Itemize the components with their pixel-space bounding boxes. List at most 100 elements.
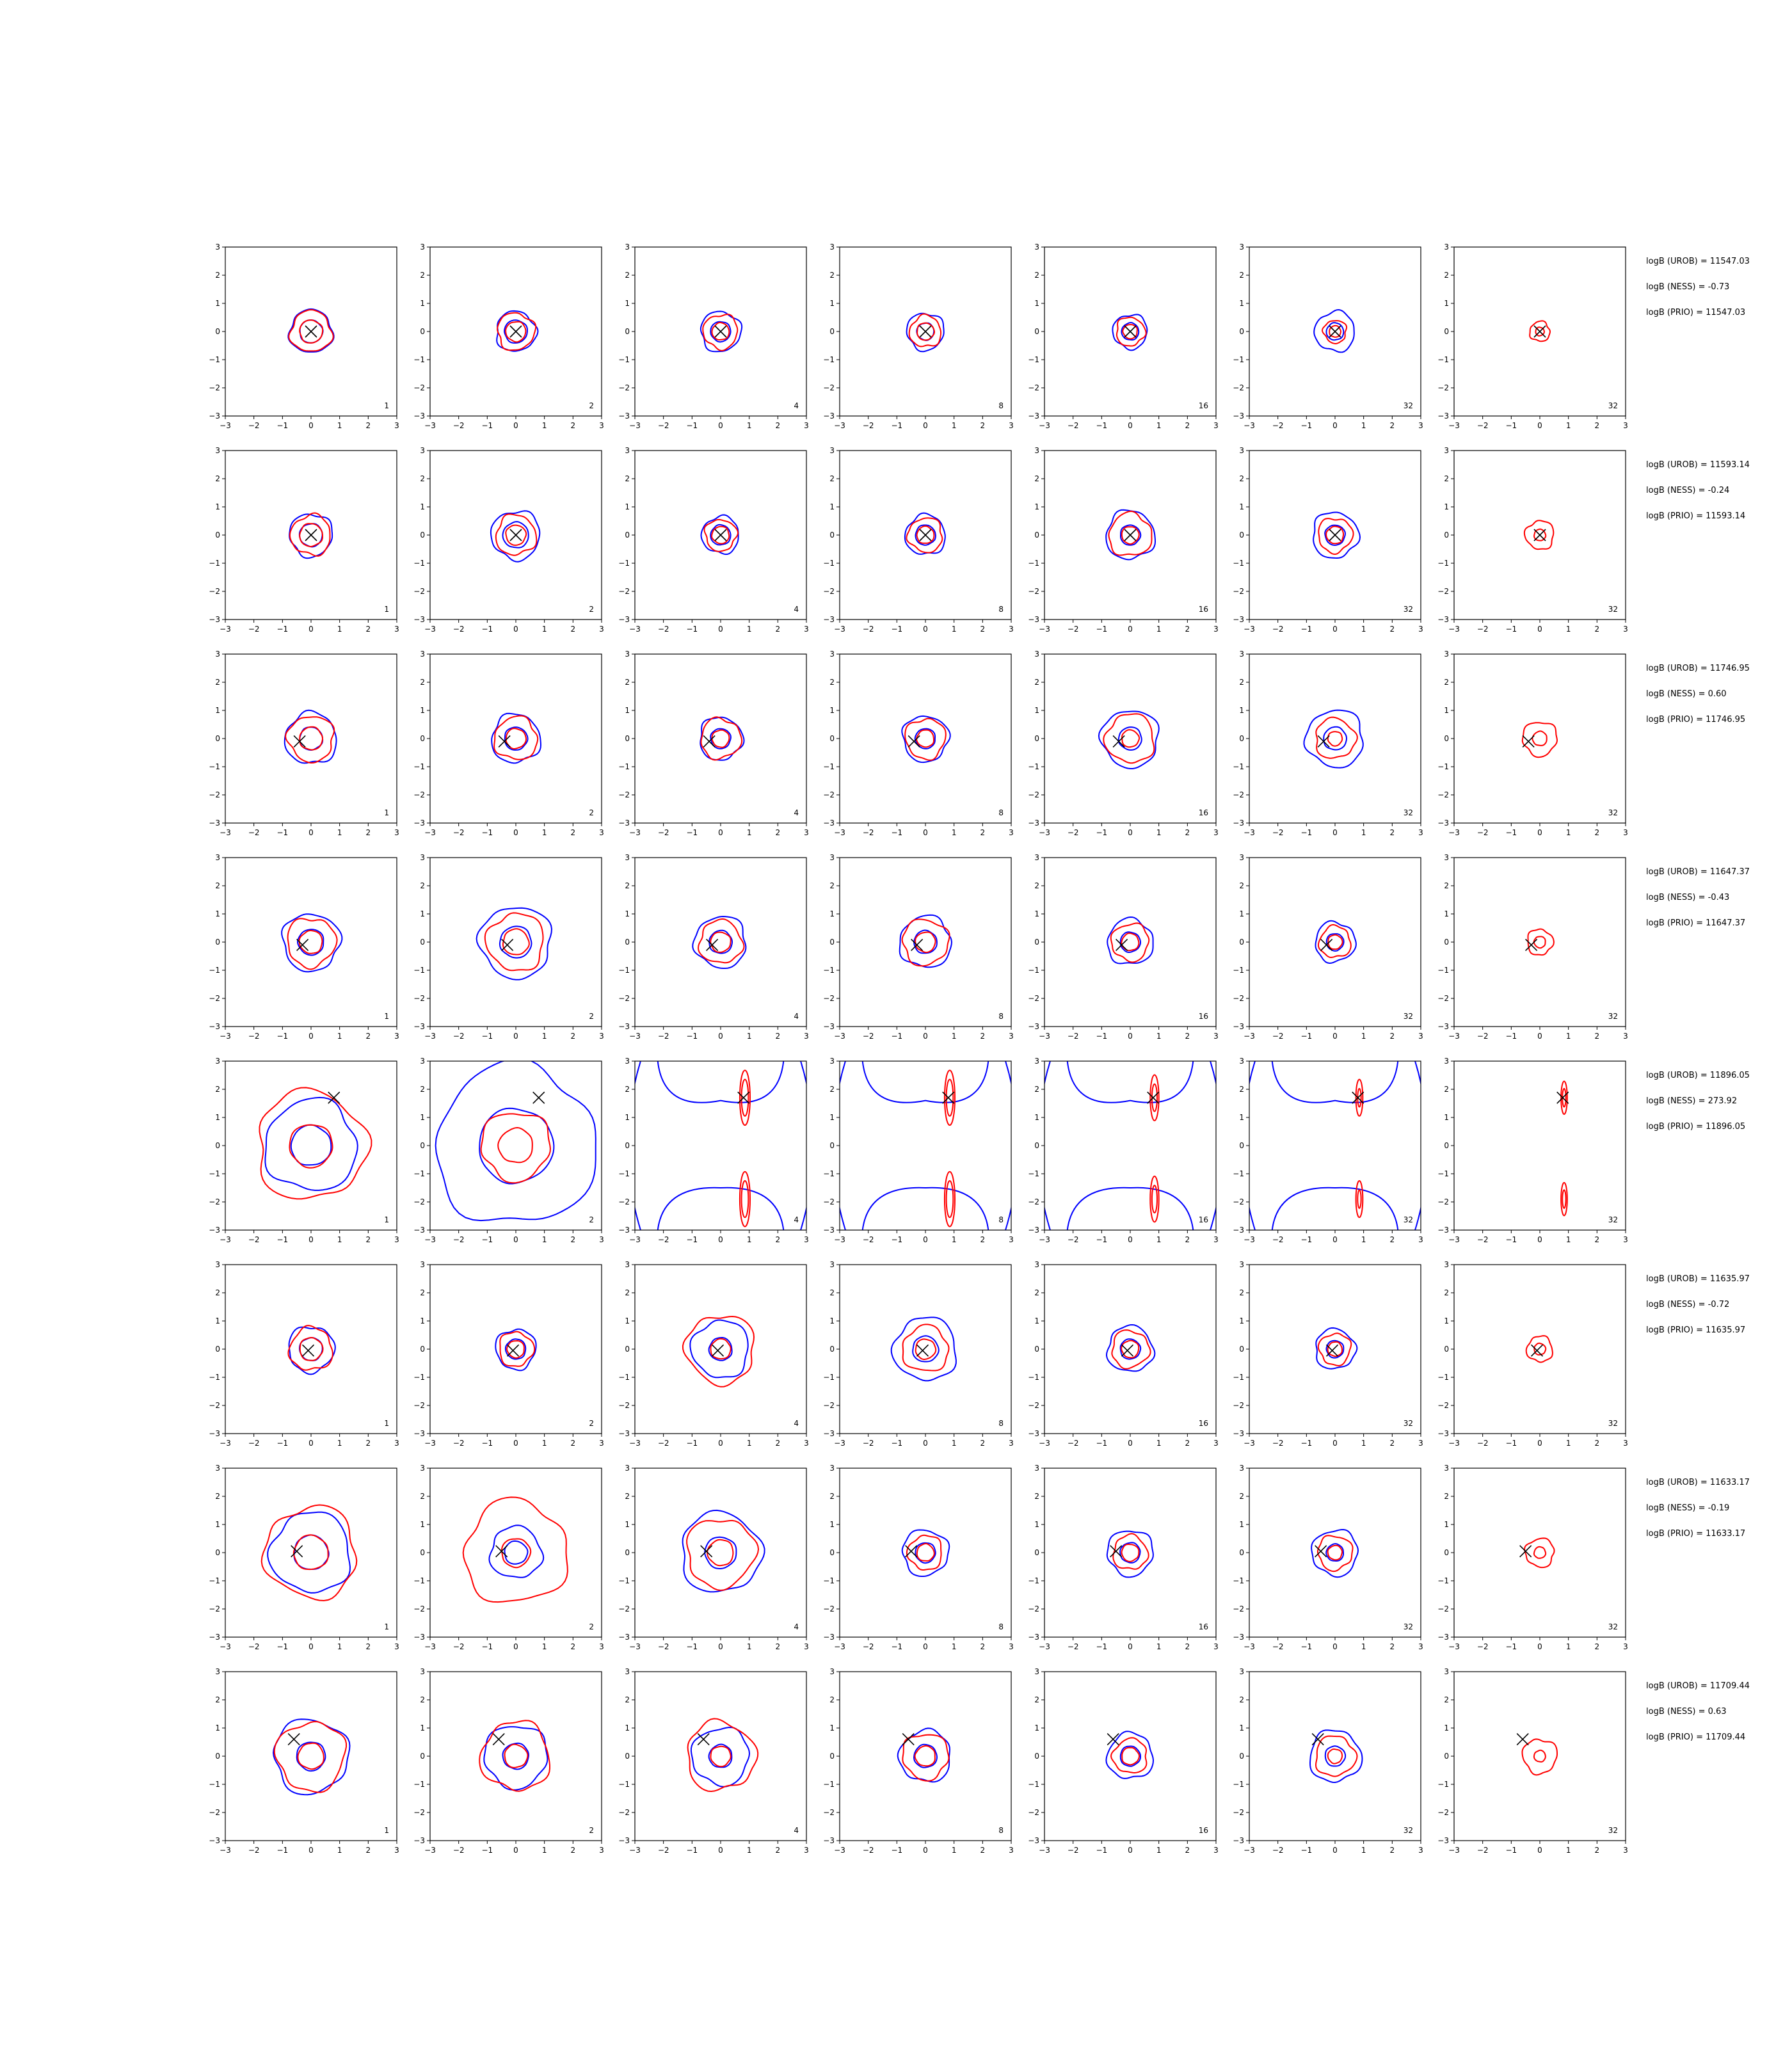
x-tick-label: −2 xyxy=(248,828,260,837)
axes-frame xyxy=(429,1264,602,1434)
blue-contour xyxy=(499,925,532,959)
x-tick-label: −3 xyxy=(1039,1032,1050,1041)
red-contour xyxy=(1560,1181,1568,1217)
axes-frame xyxy=(1044,1060,1217,1231)
y-tick-label: −3 xyxy=(413,1429,425,1438)
red-contour xyxy=(1121,1747,1140,1766)
y-tick-label: 0 xyxy=(420,1141,425,1150)
blue-contour xyxy=(840,1061,1011,1230)
red-contour xyxy=(1121,932,1140,952)
x-tick-label: −1 xyxy=(481,625,493,634)
red-contour xyxy=(1355,1180,1364,1219)
y-tick-label: 0 xyxy=(215,1548,220,1557)
x-tick-label: −3 xyxy=(629,1846,641,1855)
x-tick-label: −3 xyxy=(424,1846,436,1855)
x-tick-label: 1 xyxy=(337,1439,342,1448)
y-tick-label: 2 xyxy=(215,1492,220,1501)
x-tick-label: 0 xyxy=(718,1642,723,1651)
panel-r3-c6: −3 −2 −1 0 1 2 3 −3 −2 −1 0 1 2 3 32 xyxy=(1233,650,1423,837)
y-tick-label: 1 xyxy=(625,1113,630,1122)
true-value-marker xyxy=(911,938,924,951)
panel-tag: 1 xyxy=(384,1215,389,1224)
x-tick-label: 3 xyxy=(1009,1439,1014,1448)
axes-frame xyxy=(225,1468,397,1638)
y-tick-label: −1 xyxy=(618,1576,630,1585)
panel-tag: 16 xyxy=(1199,808,1208,817)
red-contour xyxy=(1116,316,1147,347)
true-value-marker xyxy=(1320,938,1333,951)
x-tick-label: −2 xyxy=(1272,828,1284,837)
red-contour xyxy=(292,1534,329,1571)
y-tick-label: 0 xyxy=(1239,327,1244,336)
x-tick-label: 3 xyxy=(1418,625,1423,634)
x-tick-label: 2 xyxy=(366,1032,371,1041)
x-tick-label: 2 xyxy=(980,421,986,430)
x-tick-label: −3 xyxy=(1039,625,1050,634)
blue-contour xyxy=(861,1187,989,1230)
panel-tag: 2 xyxy=(589,1622,594,1631)
y-tick-label: 0 xyxy=(420,1345,425,1354)
y-tick-label: −1 xyxy=(413,1780,425,1789)
true-value-marker xyxy=(1516,1733,1529,1746)
y-tick-label: 3 xyxy=(1444,650,1449,659)
y-tick-label: 0 xyxy=(625,938,630,947)
y-tick-label: 3 xyxy=(829,1667,835,1676)
x-tick-label: −2 xyxy=(1068,1439,1079,1448)
y-tick-label: −1 xyxy=(1028,559,1039,568)
y-tick-label: −2 xyxy=(1028,1604,1039,1613)
panel-r4-c6: −3 −2 −1 0 1 2 3 −3 −2 −1 0 1 2 3 32 xyxy=(1233,853,1423,1041)
x-tick-label: 0 xyxy=(513,1642,518,1651)
x-tick-label: 0 xyxy=(718,1235,723,1244)
x-tick-label: −2 xyxy=(1272,1439,1284,1448)
y-tick-label: −1 xyxy=(413,559,425,568)
blue-contour xyxy=(1325,322,1345,341)
blue-contour xyxy=(692,915,747,969)
y-tick-label: −3 xyxy=(209,1429,220,1438)
x-tick-label: 2 xyxy=(366,421,371,430)
x-tick-label: −1 xyxy=(1300,421,1312,430)
y-tick-label: 0 xyxy=(625,327,630,336)
y-tick-label: 3 xyxy=(1034,1260,1039,1269)
x-tick-label: −3 xyxy=(220,421,231,430)
y-tick-label: 1 xyxy=(1034,909,1039,918)
x-tick-label: 1 xyxy=(542,1846,547,1855)
x-tick-label: −3 xyxy=(1039,828,1050,837)
x-tick-label: −1 xyxy=(891,828,902,837)
blue-contour xyxy=(264,1096,358,1191)
x-tick-label: −1 xyxy=(481,421,493,430)
x-tick-label: 1 xyxy=(1156,828,1162,837)
y-tick-label: −2 xyxy=(618,1604,630,1613)
red-contour xyxy=(497,1126,533,1164)
x-tick-label: −1 xyxy=(686,1642,698,1651)
panel-r7-c1: −3 −2 −1 0 1 2 3 −3 −2 −1 0 1 2 3 1 xyxy=(209,1464,399,1651)
x-tick-label: 0 xyxy=(1537,1439,1542,1448)
panel-r4-c4: −3 −2 −1 0 1 2 3 −3 −2 −1 0 1 2 3 8 xyxy=(823,853,1014,1041)
y-tick-label: −2 xyxy=(823,1197,835,1206)
true-value-marker xyxy=(919,325,932,338)
panel-tag: 32 xyxy=(1608,808,1618,817)
x-tick-label: 0 xyxy=(1332,625,1338,634)
x-tick-label: 2 xyxy=(980,1642,986,1651)
panel-tag: 32 xyxy=(1608,605,1618,614)
panel-tag: 32 xyxy=(1404,1012,1413,1021)
x-tick-label: 2 xyxy=(776,421,781,430)
x-tick-label: 0 xyxy=(923,1846,928,1855)
x-tick-label: 3 xyxy=(1213,421,1219,430)
x-tick-label: 2 xyxy=(776,1846,781,1855)
x-tick-label: 3 xyxy=(1213,625,1219,634)
y-tick-label: 1 xyxy=(215,1724,220,1732)
y-tick-label: −2 xyxy=(413,587,425,596)
x-tick-label: 0 xyxy=(1128,1846,1133,1855)
x-tick-label: −3 xyxy=(1039,421,1050,430)
panel-r5-c2: −3 −2 −1 0 1 2 3 −3 −2 −1 0 1 2 3 2 xyxy=(413,1057,604,1244)
y-tick-label: −3 xyxy=(1028,1022,1039,1031)
logb-stat: logB (UROB) = 11593.14 xyxy=(1646,460,1750,470)
red-contour xyxy=(1524,1537,1555,1569)
y-tick-label: 0 xyxy=(420,327,425,336)
blue-contour xyxy=(1105,1731,1155,1779)
y-tick-label: 0 xyxy=(1239,1345,1244,1354)
y-tick-label: 2 xyxy=(625,881,630,890)
y-tick-label: 0 xyxy=(1444,1345,1449,1354)
y-tick-label: −2 xyxy=(618,1808,630,1817)
x-tick-label: 2 xyxy=(571,421,576,430)
